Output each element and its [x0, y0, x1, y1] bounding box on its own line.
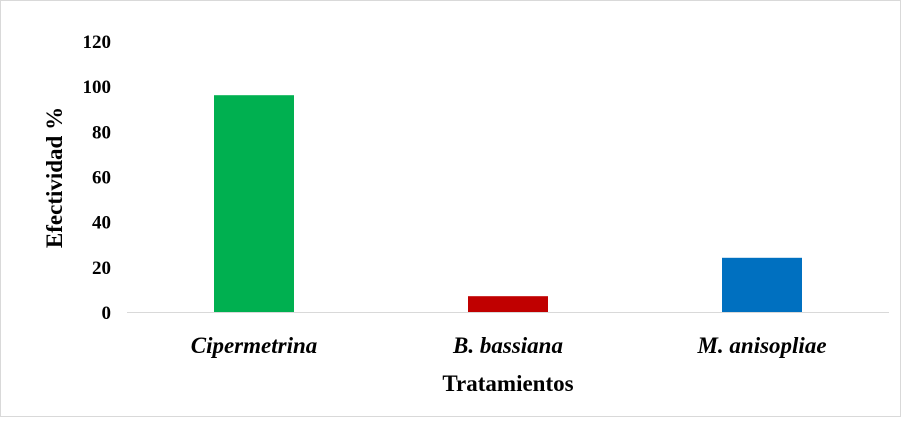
y-tick-label: 40 [92, 213, 111, 234]
y-tick-label: 120 [83, 32, 112, 53]
y-tick-label: 80 [92, 122, 111, 143]
x-axis-title: Tratamientos [442, 371, 573, 396]
x-category-label: M. anisopliae [696, 333, 826, 358]
y-tick-label: 60 [92, 168, 111, 189]
bar-cipermetrina [214, 95, 294, 312]
y-tick-label: 0 [102, 303, 112, 324]
y-tick-label: 100 [83, 77, 112, 98]
x-axis-categories: Cipermetrina B. bassiana M. anisopliae [191, 333, 827, 358]
bars [214, 95, 802, 312]
x-category-label: Cipermetrina [191, 333, 318, 358]
y-axis-ticks: 0 20 40 60 80 100 120 [83, 32, 112, 324]
y-tick-label: 20 [92, 258, 111, 279]
y-axis-title: Efectividad % [42, 107, 67, 248]
bar-m-anisopliae [722, 257, 802, 312]
x-category-label: B. bassiana [452, 333, 563, 358]
bar-b-bassiana [468, 296, 548, 312]
